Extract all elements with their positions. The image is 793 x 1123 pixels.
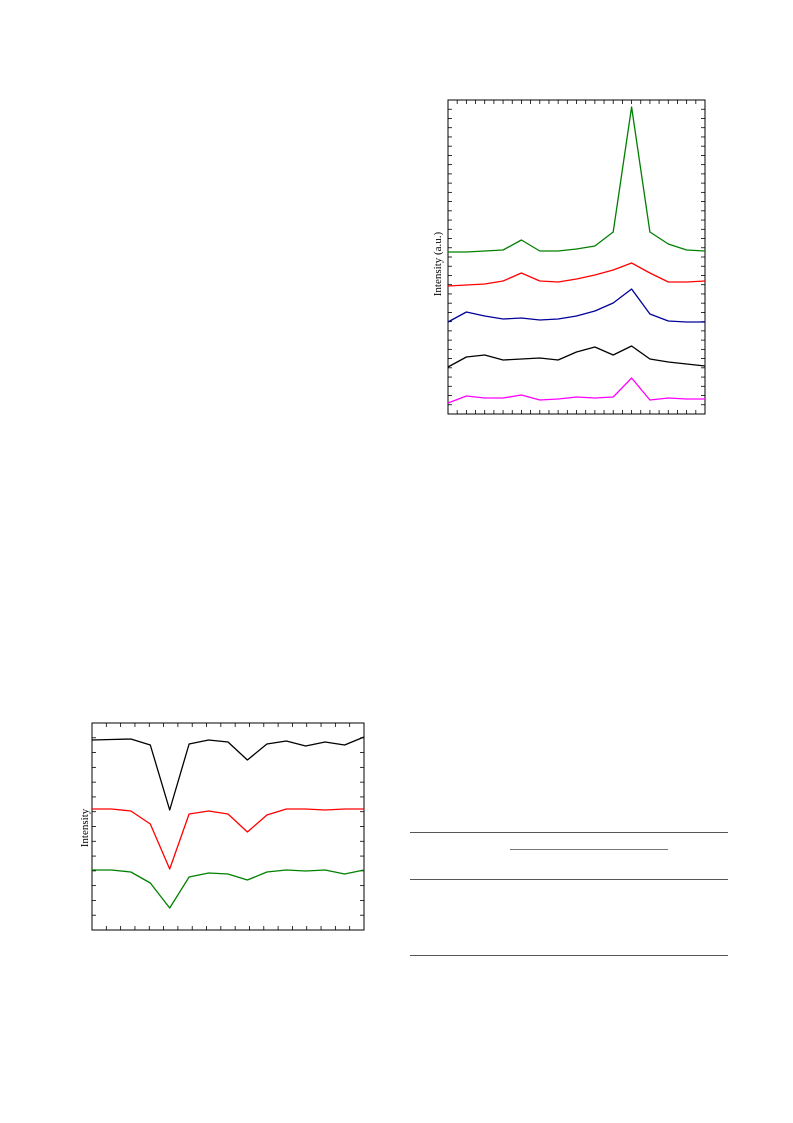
table-header-subrule <box>510 849 668 850</box>
series-line <box>447 377 705 404</box>
ir-tick-marks <box>92 723 364 930</box>
table-mid-rule <box>410 879 728 880</box>
series-line <box>447 262 706 287</box>
series-line <box>92 808 364 870</box>
ir-series-group <box>91 736 365 909</box>
xrd-series-group <box>447 106 706 404</box>
table-top-rule <box>410 832 728 833</box>
ir-y-axis-label: Intensity <box>79 808 91 848</box>
series-line <box>448 106 706 253</box>
series-line <box>447 288 705 323</box>
xrd-y-axis-label: Intensity (a.u.) <box>432 231 444 297</box>
table-bottom-rule <box>410 955 728 956</box>
series-line <box>92 869 365 909</box>
xrd-tick-marks <box>448 100 705 414</box>
xrd-plot-frame <box>447 99 706 415</box>
series-line <box>447 345 706 368</box>
series-line <box>91 736 365 811</box>
ir-plot-frame <box>91 722 365 931</box>
